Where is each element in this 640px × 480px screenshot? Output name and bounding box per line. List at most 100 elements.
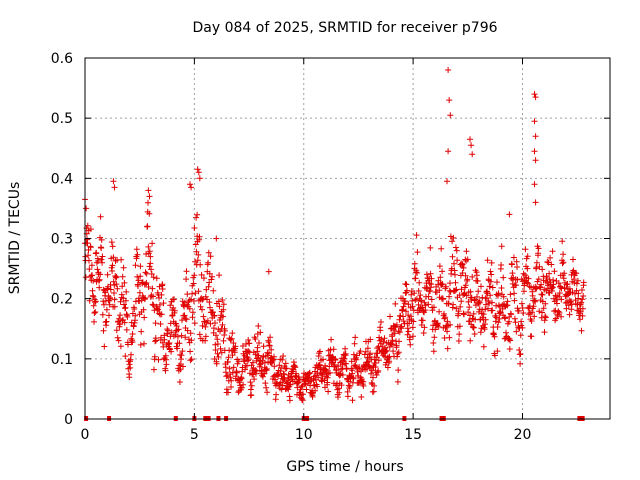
data-point [90,302,97,309]
data-point [100,327,107,334]
data-point [95,258,102,264]
data-point [414,269,421,276]
data-point [456,323,463,330]
data-point [559,260,566,267]
data-point [436,308,443,315]
data-point [538,281,545,288]
data-point [178,332,185,339]
data-point [520,310,527,316]
data-point [482,321,488,328]
data-point [210,287,217,294]
data-point [242,366,248,373]
data-point [257,329,264,336]
data-point [328,336,335,343]
data-point [207,320,214,327]
data-point [85,252,92,259]
data-point [580,279,587,286]
data-point [317,348,323,355]
data-point [171,296,178,303]
data-point [342,345,349,352]
data-point [444,328,451,335]
data-point [183,268,190,275]
data-point [121,319,128,326]
data-point [181,312,188,319]
data-point [102,289,109,296]
data-point [230,340,237,346]
data-point [535,276,542,283]
data-point [496,315,503,322]
data-point [103,306,110,313]
data-point [342,350,349,357]
data-point [497,309,504,316]
data-point [205,259,212,266]
data-point [176,379,183,385]
data-point [571,279,578,286]
data-point [579,296,586,303]
data-point [84,222,91,229]
data-point [459,270,466,276]
data-point [267,334,274,341]
data-point [467,136,473,143]
data-point [513,328,520,335]
data-point [117,343,124,350]
data-point [478,283,484,290]
data-point [444,345,451,352]
data-point [413,232,420,239]
data-point [86,266,93,273]
data-point [187,330,194,337]
data-point [483,289,490,295]
data-point [513,282,520,289]
data-point [106,301,113,308]
data-point [191,272,198,279]
data-point [436,263,443,270]
data-point [148,271,155,277]
data-point [239,343,246,349]
data-point [507,291,514,298]
data-point [405,301,412,308]
data-point [462,272,469,279]
data-point [254,344,261,351]
data-point [489,307,496,314]
data-point [487,292,494,299]
data-point [403,308,409,315]
data-point [134,251,141,258]
data-point [130,323,137,330]
data-point [403,281,410,288]
data-point [575,290,582,297]
data-point [537,284,544,291]
data-point [322,366,329,373]
data-point [551,268,558,275]
data-point [502,315,509,322]
x-tick-label: 20 [514,427,532,443]
data-point [252,336,259,342]
data-point [412,275,419,282]
data-point [110,254,117,261]
data-point [256,340,262,346]
data-point [384,364,391,371]
data-point [542,300,549,307]
data-point [207,253,214,260]
data-point [333,367,340,374]
data-point [98,245,105,251]
data-point [422,302,429,309]
data-point [337,370,344,377]
data-point [247,379,254,386]
data-point [111,303,118,310]
data-point [191,320,198,327]
data-point [186,305,193,312]
data-point [90,277,97,284]
data-point [415,288,422,294]
data-point [416,279,423,286]
data-point [180,363,186,370]
data-point [121,279,128,286]
data-point [120,295,127,302]
data-point [245,356,252,363]
data-point [233,369,240,376]
data-point [404,325,411,332]
data-point [408,313,414,320]
data-point [435,323,442,330]
data-point [458,298,465,305]
data-point [531,313,538,320]
data-point [564,281,571,287]
data-point [176,340,183,347]
